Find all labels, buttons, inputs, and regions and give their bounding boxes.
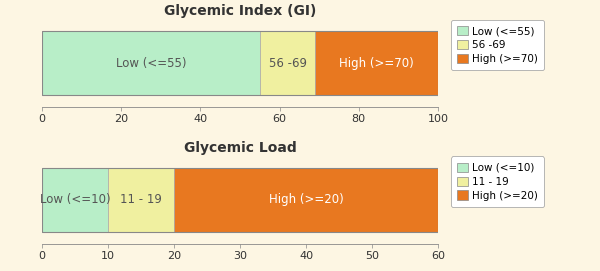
Bar — [315, 31, 438, 95]
Bar — [42, 168, 108, 231]
Title: Glycemic Load: Glycemic Load — [184, 141, 296, 154]
Bar — [174, 168, 438, 231]
Text: High (>=70): High (>=70) — [339, 57, 414, 70]
Bar — [108, 168, 174, 231]
Legend: Low (<=55), 56 -69, High (>=70): Low (<=55), 56 -69, High (>=70) — [451, 20, 544, 70]
Bar — [260, 31, 315, 95]
Text: Low (<=55): Low (<=55) — [116, 57, 186, 70]
Bar — [42, 168, 438, 231]
Bar — [42, 31, 438, 95]
Text: 56 -69: 56 -69 — [269, 57, 307, 70]
Title: Glycemic Index (GI): Glycemic Index (GI) — [164, 4, 316, 18]
Text: High (>=20): High (>=20) — [269, 193, 343, 206]
Legend: Low (<=10), 11 - 19, High (>=20): Low (<=10), 11 - 19, High (>=20) — [451, 156, 544, 207]
Bar — [42, 31, 260, 95]
Text: 11 - 19: 11 - 19 — [120, 193, 162, 206]
Text: Low (<=10): Low (<=10) — [40, 193, 110, 206]
